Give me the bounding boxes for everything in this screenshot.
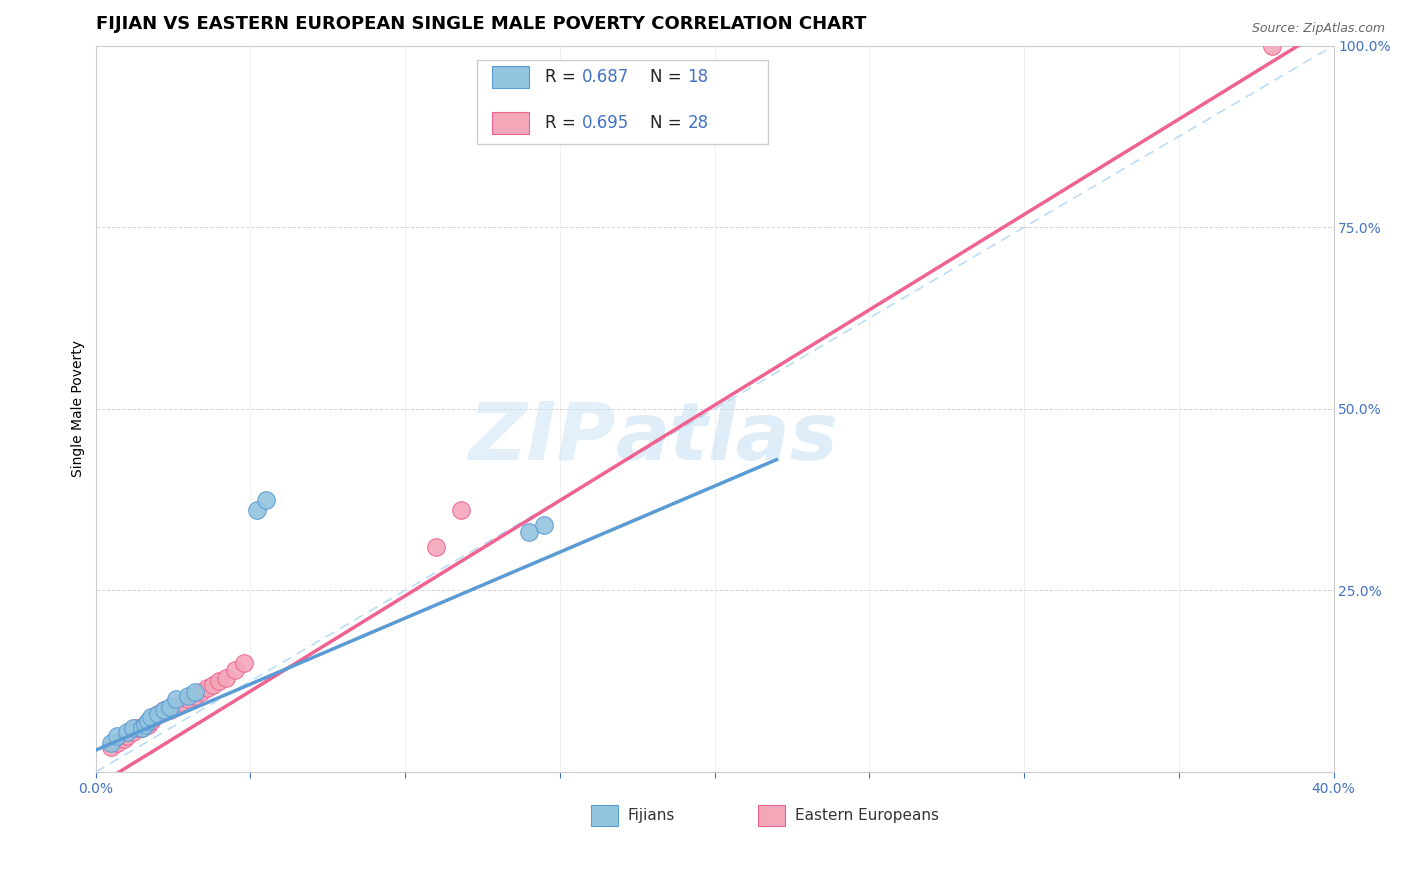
Point (100, 736, 122, 750)
Text: FIJIAN VS EASTERN EUROPEAN SINGLE MALE POVERTY CORRELATION CHART: FIJIAN VS EASTERN EUROPEAN SINGLE MALE P… (96, 15, 866, 33)
Point (177, 689, 200, 703)
Point (177, 692, 200, 706)
Point (115, 725, 138, 739)
Point (131, 722, 153, 736)
Point (121, 725, 143, 739)
Bar (492, 66, 529, 87)
Point (152, 703, 174, 717)
Point (245, 503, 267, 517)
Point (100, 739, 122, 754)
Text: 0.687: 0.687 (582, 68, 630, 86)
Point (141, 714, 163, 728)
Point (233, 656, 256, 670)
Point (517, 525, 540, 540)
Point (208, 674, 231, 689)
Point (152, 703, 174, 717)
Point (172, 696, 194, 710)
Bar (758, 805, 785, 827)
Text: Source: ZipAtlas.com: Source: ZipAtlas.com (1251, 22, 1385, 36)
Point (159, 699, 181, 714)
Point (214, 671, 236, 685)
Point (112, 732, 135, 747)
Point (146, 706, 169, 721)
Point (136, 718, 159, 732)
Text: 28: 28 (688, 113, 709, 132)
Point (141, 710, 163, 724)
Point (105, 736, 128, 750)
Point (121, 722, 143, 736)
Bar (477, 60, 768, 144)
Text: Fijians: Fijians (628, 808, 675, 823)
Point (165, 692, 187, 706)
Point (131, 722, 153, 736)
Text: N =: N = (650, 113, 688, 132)
Point (134, 718, 156, 732)
Text: 0.695: 0.695 (582, 113, 630, 132)
Point (146, 706, 169, 721)
Point (136, 714, 159, 728)
Point (105, 729, 128, 743)
Point (533, 518, 555, 533)
Point (190, 685, 212, 699)
Point (450, 503, 472, 517)
Text: R =: R = (546, 113, 581, 132)
Text: atlas: atlas (616, 399, 838, 477)
Text: N =: N = (650, 68, 688, 86)
Point (183, 689, 205, 703)
Point (224, 663, 246, 677)
Point (143, 710, 166, 724)
Bar (591, 805, 619, 827)
Point (183, 685, 205, 699)
Text: Eastern Europeans: Eastern Europeans (794, 808, 939, 823)
Point (1260, 38, 1282, 53)
Point (165, 699, 187, 714)
Point (134, 718, 156, 732)
Point (159, 703, 181, 717)
Point (425, 540, 447, 554)
Point (125, 722, 148, 736)
Point (195, 681, 218, 696)
Point (202, 678, 225, 692)
Text: R =: R = (546, 68, 581, 86)
Text: 18: 18 (688, 68, 709, 86)
Point (115, 729, 138, 743)
Bar (492, 112, 529, 134)
Point (254, 492, 277, 507)
Y-axis label: Single Male Poverty: Single Male Poverty (72, 341, 86, 477)
Text: ZIP: ZIP (468, 399, 616, 477)
